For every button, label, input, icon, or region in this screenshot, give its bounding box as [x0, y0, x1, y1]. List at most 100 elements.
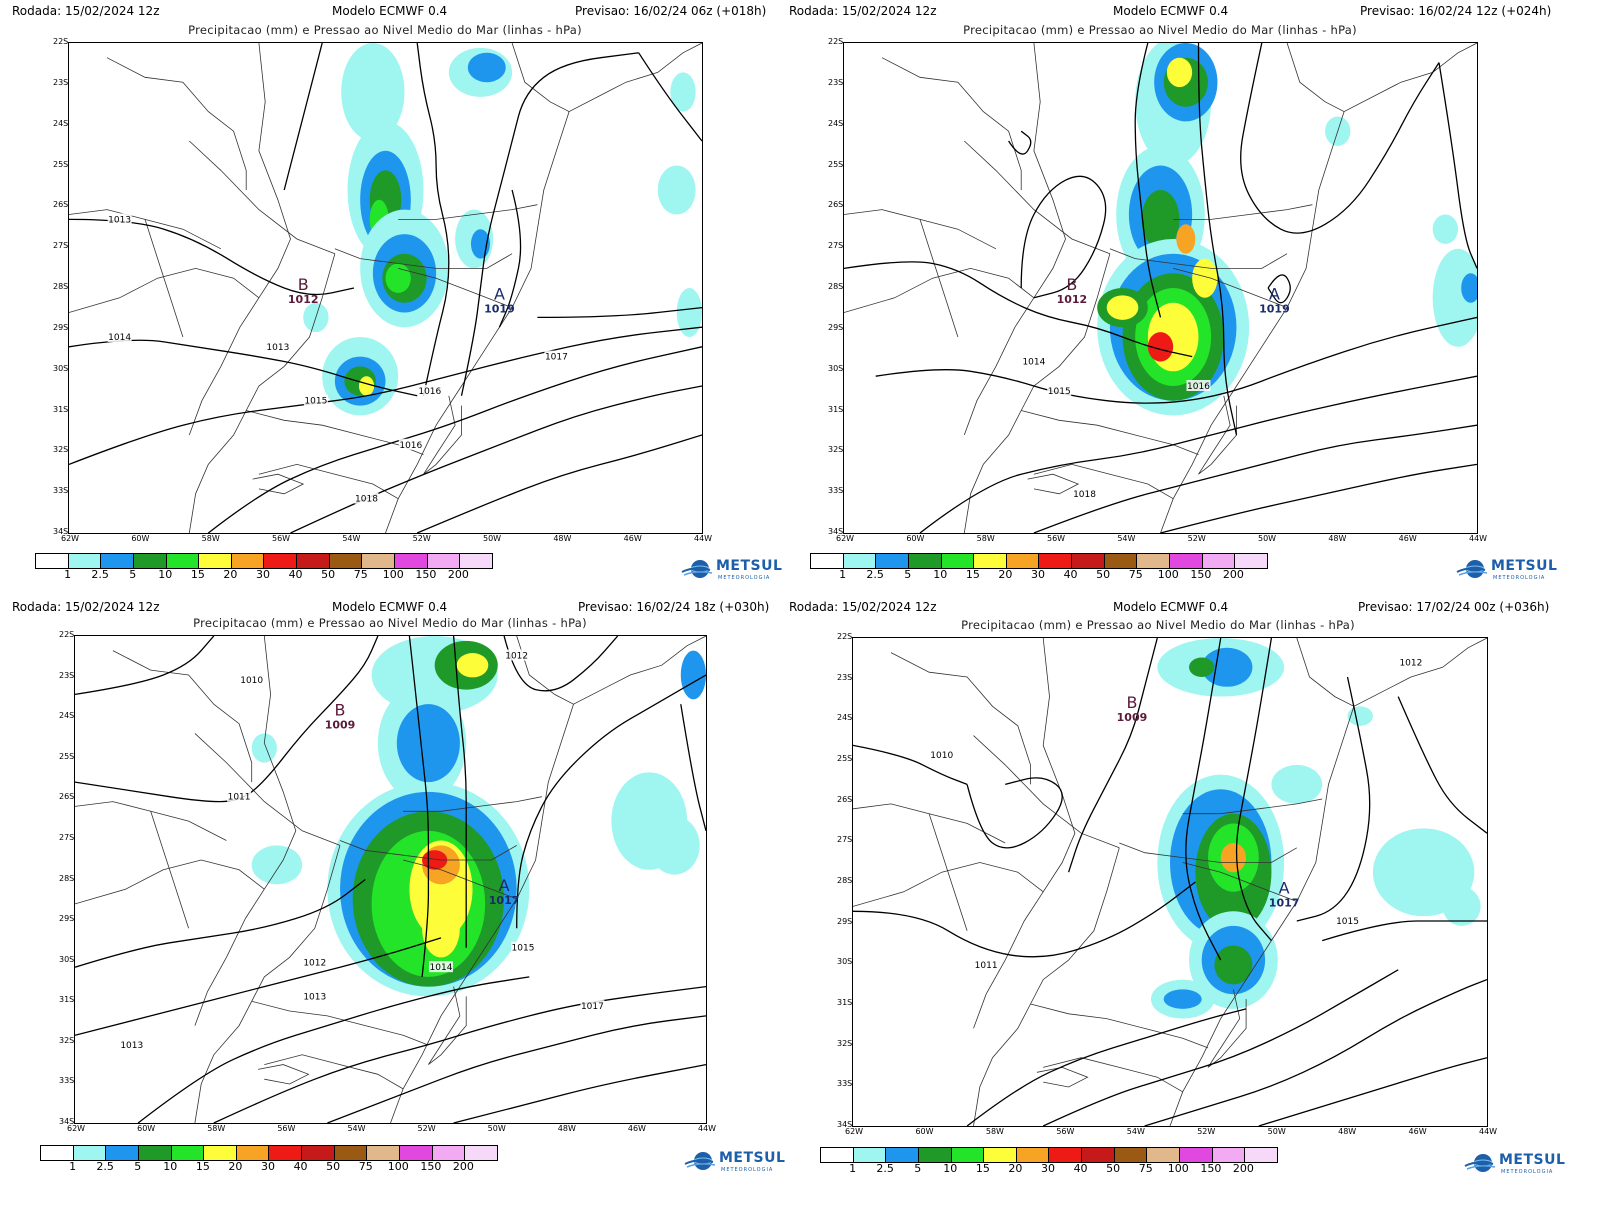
longitude-label: 44W: [694, 534, 713, 543]
latitude-label: 26S: [59, 792, 75, 802]
logo-subtext: METEOROLOGIA: [721, 1167, 774, 1173]
isobar-line: [503, 636, 619, 692]
precipitation-layer: [1150, 638, 1481, 1019]
precip-area: [1214, 945, 1253, 985]
legend-value: 150: [1200, 1162, 1222, 1175]
isobar-line: [1240, 43, 1440, 234]
globe-icon: [684, 1152, 716, 1170]
map-area[interactable]: 1010 1011 1015 1012 B 1009 A 1017: [852, 637, 1488, 1127]
isobar-line: [1397, 696, 1487, 834]
legend-value: 75: [353, 568, 368, 581]
map-subtitle: Precipitacao (mm) e Pressao ao Nivel Med…: [188, 23, 582, 37]
longitude-label: 52W: [417, 1124, 436, 1133]
latitude-label: 31S: [53, 404, 69, 414]
map-area[interactable]: 1014 1015 1016 1018 B 1012 A 1019: [843, 42, 1478, 534]
isobar-label: 1011: [228, 793, 251, 803]
border-line: [1169, 706, 1355, 1126]
latitude-label: 30S: [828, 363, 844, 373]
isobar-label: 1015: [1336, 917, 1359, 927]
latitude-label: 32S: [59, 1035, 75, 1045]
metsul-logo: METSUL METEOROLOGIA: [680, 556, 782, 584]
border-line: [973, 638, 1076, 1029]
precip-area: [1166, 57, 1193, 88]
legend-value: 15: [190, 568, 205, 581]
border-line: [973, 847, 1120, 1126]
isobar-line: [327, 1015, 706, 1123]
border-line: [890, 652, 1031, 785]
legend-swatch: [395, 554, 428, 568]
isobar-line: [75, 937, 442, 1036]
border-line: [1286, 43, 1477, 113]
border-line: [194, 636, 297, 1026]
high-pressure-value: 1017: [489, 894, 520, 907]
border-line: [194, 845, 341, 1123]
isobar-line: [680, 704, 706, 831]
isobar-line: [137, 976, 530, 1123]
isobar-line: [1144, 978, 1487, 1126]
metsul-logo: METSUL METEOROLOGIA: [1463, 1150, 1565, 1178]
precipitation-legend: [810, 553, 1268, 569]
map-area[interactable]: 1010 1011 1012 1013 1013 1014 1015 1017 1012 B 100…: [74, 635, 707, 1124]
longitude-label: 46W: [1398, 534, 1417, 543]
isobar-line: [1042, 969, 1399, 1126]
precipitation-legend: [35, 553, 493, 569]
precip-area: [341, 43, 405, 141]
map-subtitle: Precipitacao (mm) e Pressao ao Nivel Med…: [193, 616, 587, 630]
precip-area: [657, 165, 696, 215]
longitude-label: 48W: [1338, 1127, 1357, 1136]
latitude-label: 33S: [828, 486, 844, 496]
previsao-label: Previsao: 16/02/24 06z (+018h): [575, 4, 767, 18]
border-line: [881, 57, 1022, 190]
map-area[interactable]: 1013 1014 1013 1015 1016 1017 1016 1018 B 1012 A 10…: [68, 42, 703, 534]
isobar-line: [498, 189, 522, 328]
border-line: [150, 811, 189, 929]
legend-swatch: [231, 554, 265, 568]
border-line: [252, 473, 305, 495]
border-line: [1182, 862, 1297, 902]
legend-swatch: [400, 1146, 433, 1160]
longitude-label: 58W: [207, 1124, 226, 1133]
border-line: [1160, 111, 1345, 533]
isobar-label: 1012: [505, 651, 528, 661]
isobar-line: [1322, 920, 1487, 942]
precip-area: [456, 653, 489, 678]
previsao-label: Previsao: 16/02/24 18z (+030h): [578, 600, 770, 614]
isobar-line: [213, 985, 706, 1123]
isobar-line: [1160, 463, 1477, 533]
precip-area: [676, 288, 702, 337]
border-line: [403, 796, 542, 812]
latitude-label: 22S: [837, 632, 853, 641]
legend-value: 1: [849, 1162, 857, 1175]
border-line: [69, 267, 260, 313]
longitude-label: 44W: [698, 1124, 717, 1133]
legend-swatch: [918, 1148, 952, 1162]
longitude-label: 48W: [1328, 534, 1347, 543]
isobar-label: 1012: [1399, 658, 1422, 668]
legend-value: 10: [163, 1160, 178, 1173]
latitude-label: 33S: [837, 1079, 853, 1089]
latitude-label: 22S: [828, 37, 844, 46]
precip-area: [396, 704, 460, 783]
longitude-label: 62W: [836, 534, 855, 543]
border-line: [516, 636, 706, 705]
latitude-label: 27S: [837, 835, 853, 845]
legend-swatch: [106, 1146, 139, 1160]
precip-area: [1192, 258, 1218, 298]
longitude-label: 52W: [412, 534, 431, 543]
legend-swatch: [1016, 1148, 1050, 1162]
legend-swatch: [465, 1146, 497, 1160]
isobar-line: [416, 434, 702, 533]
isobar-line: [207, 346, 702, 533]
latitude-label: 26S: [837, 794, 853, 804]
latitude-label: 31S: [59, 995, 75, 1005]
latitude-label: 24S: [837, 713, 853, 723]
borders-layer: [844, 43, 1477, 533]
latitude-label: 23S: [828, 77, 844, 87]
isobar-label: 1012: [303, 958, 326, 968]
latitude-label: 31S: [837, 998, 853, 1007]
legend-swatch: [951, 1148, 985, 1162]
legend-value: 50: [1106, 1162, 1121, 1175]
latitude-label: 24S: [53, 118, 69, 128]
latitude-label: 33S: [59, 1076, 75, 1086]
globe-icon: [681, 560, 713, 578]
